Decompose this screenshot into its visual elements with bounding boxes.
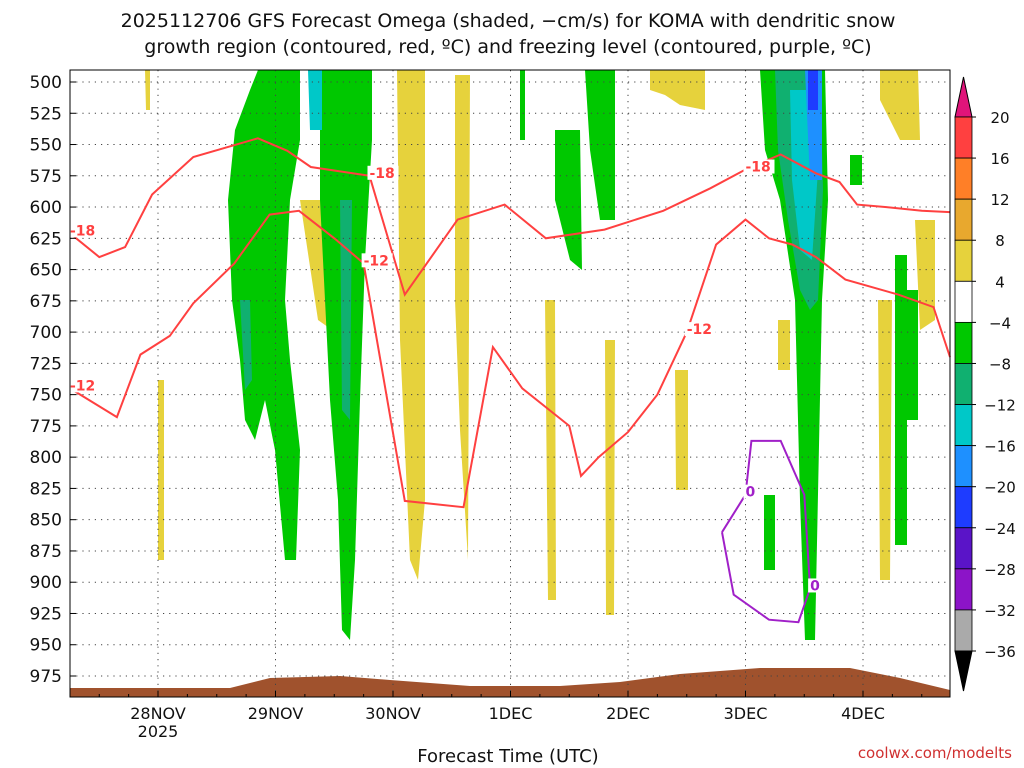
x-tick-label: 30NOV xyxy=(365,704,421,723)
y-tick-label: 700 xyxy=(30,323,62,343)
colorbar-label: −24 xyxy=(984,520,1016,538)
colorbar-label: 20 xyxy=(990,109,1009,127)
colorbar-swatch xyxy=(954,445,973,488)
colorbar-label: −32 xyxy=(984,602,1016,620)
y-tick-label: 625 xyxy=(30,229,62,249)
colorbar-top-arrow xyxy=(954,76,973,118)
y-tick-label: 925 xyxy=(30,604,62,624)
omega-shading xyxy=(145,70,935,640)
y-tick-label: 725 xyxy=(30,354,62,374)
contour-label-bg xyxy=(684,322,716,337)
colorbar-bottom-arrow xyxy=(954,650,973,692)
colorbar-label: −8 xyxy=(989,355,1011,373)
chart-title-line2: growth region (contoured, red, ºC) and f… xyxy=(144,36,871,58)
y-tick-label: 950 xyxy=(30,636,62,656)
colorbar-swatch xyxy=(954,198,973,241)
colorbar-swatch xyxy=(954,280,973,323)
contour-label-bg xyxy=(743,159,775,174)
contour-label: -18 xyxy=(746,160,771,176)
contour-label-bg xyxy=(68,223,99,238)
colorbar-swatch xyxy=(954,527,973,570)
colorbar-label: 4 xyxy=(995,273,1005,291)
contour-label-bg xyxy=(367,165,399,180)
y-tick-label: 900 xyxy=(30,573,62,593)
x-axis-label: Forecast Time (UTC) xyxy=(417,746,598,767)
y-tick-label: 500 xyxy=(30,73,62,93)
x-tick-label: 1DEC xyxy=(489,704,533,723)
x-tick-label: 4DEC xyxy=(841,704,885,723)
contour-freezing_level_0 xyxy=(721,439,812,624)
colorbar-swatch xyxy=(954,116,973,159)
colorbar-label: −4 xyxy=(989,314,1011,332)
colorbar-swatch xyxy=(954,404,973,447)
omega-sinking-green xyxy=(228,70,918,640)
contour-label-bg xyxy=(68,378,99,393)
y-tick-label: 825 xyxy=(30,479,62,499)
colorbar-swatch xyxy=(954,363,973,405)
contour-lines: -18 -18 -18 -12 -12 -12 0 0 xyxy=(68,137,951,624)
colorbar-label: 8 xyxy=(995,232,1005,250)
x-tick-label: 3DEC xyxy=(724,704,768,723)
colorbar-swatch xyxy=(954,239,973,282)
contour-label: -12 xyxy=(70,378,95,394)
y-tick-label: 650 xyxy=(30,261,62,281)
contour-label: -18 xyxy=(370,166,395,182)
colorbar-swatch xyxy=(954,609,973,652)
contour-dgz_minus12 xyxy=(69,209,951,509)
colorbar-label: 16 xyxy=(990,150,1009,168)
y-tick-label: 800 xyxy=(30,448,62,468)
y-tick-label: 525 xyxy=(30,104,62,124)
y-tick-label: 750 xyxy=(30,386,62,406)
y-tick-label: 600 xyxy=(30,198,62,218)
y-tick-label: 675 xyxy=(30,292,62,312)
colorbar-label: −16 xyxy=(984,438,1016,456)
chart-title-line1: 2025112706 GFS Forecast Omega (shaded, −… xyxy=(121,10,896,32)
contour-label: 0 xyxy=(746,485,756,501)
colorbar-label: −12 xyxy=(984,397,1016,415)
colorbar-swatch xyxy=(954,157,973,200)
contour-dgz_minus18 xyxy=(69,137,951,297)
credit-text: coolwx.com/modelts xyxy=(858,744,1012,762)
colorbar-label: −28 xyxy=(984,561,1016,579)
contour-label-bg xyxy=(361,253,393,268)
contour-label: -18 xyxy=(70,223,95,239)
x-tick-label: 29NOV xyxy=(248,704,304,723)
y-tick-label: 875 xyxy=(30,542,62,562)
x-tick-label: 28NOV xyxy=(130,704,186,723)
y-tick-label: 775 xyxy=(30,417,62,437)
contour-label-bg xyxy=(808,578,822,593)
y-tick-label: 550 xyxy=(30,136,62,156)
y-tick-label: 575 xyxy=(30,167,62,187)
colorbar: 20 16 12 8 4 −4 −8 −12 −16 −20 −24 −28 −32 −36 xyxy=(954,76,1016,692)
colorbar-swatch xyxy=(954,321,973,364)
colorbar-label: −20 xyxy=(984,479,1016,497)
colorbar-swatch xyxy=(954,568,973,611)
contour-label: -12 xyxy=(364,253,389,269)
x-tick-label: 2DEC xyxy=(606,704,650,723)
colorbar-label: −36 xyxy=(984,643,1016,661)
y-axis: 500 525 550 575 600 625 650 675 700 725 750 775 800 8… xyxy=(30,73,76,687)
terrain-fill xyxy=(70,668,950,697)
contour-label-bg xyxy=(743,484,757,499)
y-tick-label: 850 xyxy=(30,511,62,531)
contour-label: -12 xyxy=(687,322,712,338)
contour-label: 0 xyxy=(810,578,820,594)
y-tick-label: 975 xyxy=(30,667,62,687)
colorbar-label: 12 xyxy=(990,191,1009,209)
x-tick-sublabel: 2025 xyxy=(138,722,179,741)
colorbar-swatch xyxy=(954,486,973,529)
omega-sinking-darkblue xyxy=(808,70,818,110)
